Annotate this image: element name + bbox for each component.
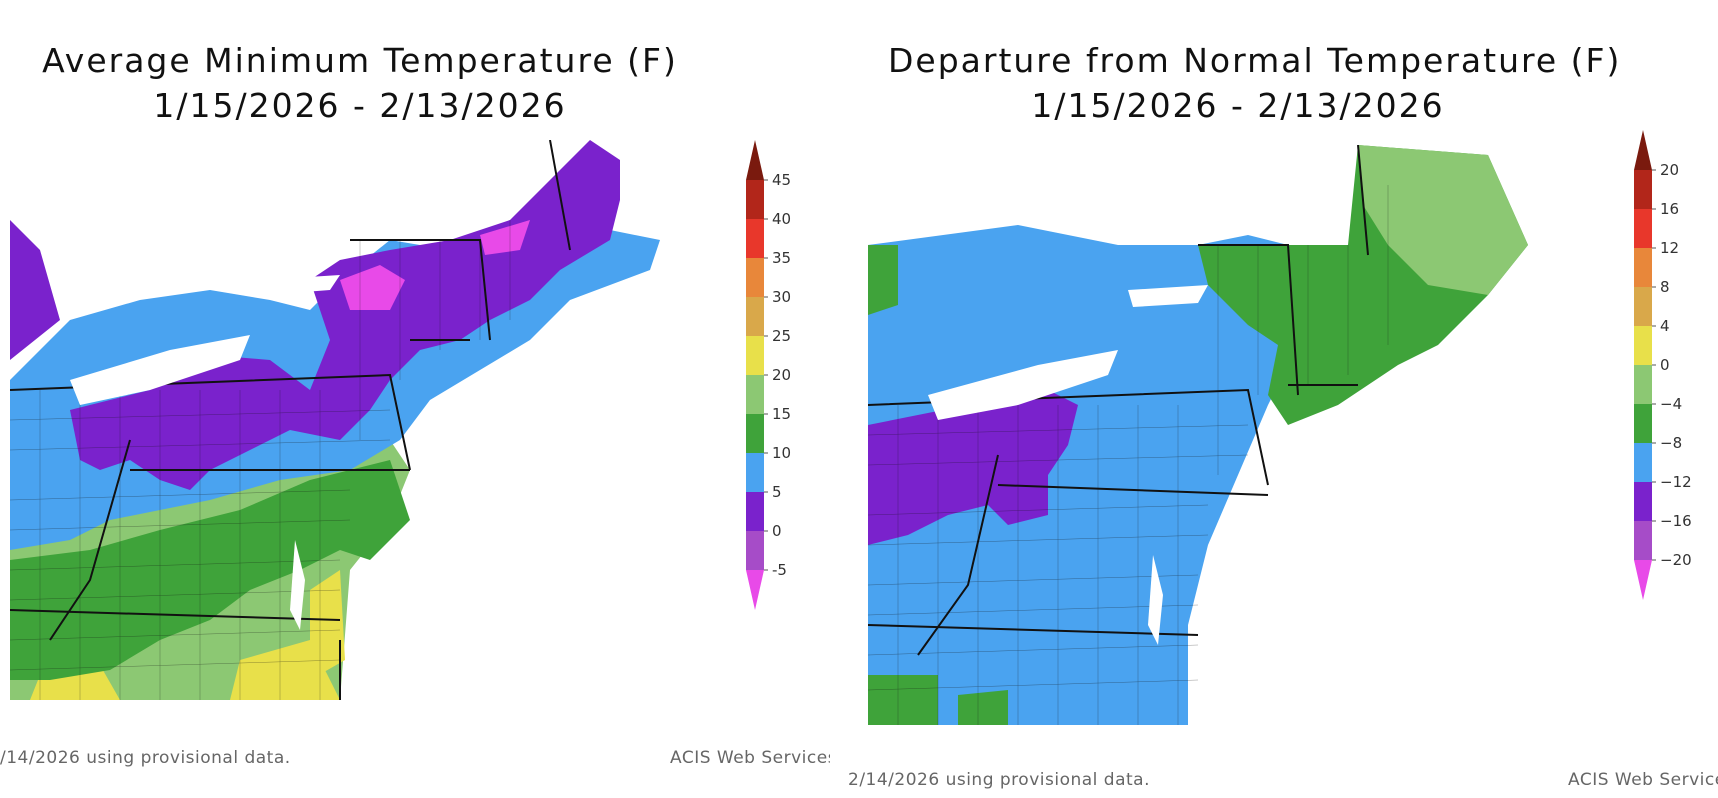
- avg-min-legend-swatch: [746, 453, 764, 492]
- avg-min-legend-tick-label: 15: [772, 405, 791, 423]
- departure-legend-swatch: [1634, 404, 1652, 443]
- departure-legend-swatch: [1634, 521, 1652, 560]
- departure-legend-swatch: [1634, 209, 1652, 248]
- county-boundaries: [10, 220, 511, 700]
- avg-min-legend-top-arrow: [746, 140, 764, 180]
- avg-min-legend-tick-label: 40: [772, 210, 791, 228]
- avg-min-legend-tick-label: 30: [772, 288, 791, 306]
- map-region-magenta-ny: [340, 265, 405, 310]
- lake-erie: [70, 335, 250, 405]
- departure-legend-tick-label: −4: [1660, 395, 1682, 413]
- avg-min-legend-swatch: [746, 258, 764, 297]
- departure-legend-bottom-arrow: [1634, 560, 1652, 600]
- footer-credit: ACIS Web Services: [670, 748, 830, 768]
- departure-legend-tick-label: −16: [1660, 512, 1692, 530]
- avg-min-temp-title: Average Minimum Temperature (F) 1/15/202…: [20, 38, 700, 128]
- departure-legend-swatch: [1634, 443, 1652, 482]
- map-region-yellow-coast: [310, 570, 345, 680]
- departure-legend-top-arrow: [1634, 130, 1652, 170]
- lake-ontario: [260, 275, 340, 295]
- departure-legend-swatch: [1634, 287, 1652, 326]
- avg-min-legend-bottom-arrow: [746, 570, 764, 610]
- avg-min-legend-swatch: [746, 336, 764, 375]
- avg-min-legend-tick-label: 0: [772, 522, 782, 540]
- departure-legend-tick-label: −20: [1660, 551, 1692, 569]
- title-line-2: 1/15/2026 - 2/13/2026: [1031, 86, 1445, 125]
- departure-legend: 20 16 12 8 4 0 −4 −8 −12 −16 −20: [1634, 130, 1692, 600]
- map-region-purple: [10, 140, 620, 490]
- footer-provisional-note: 2/14/2026 using provisional data.: [848, 770, 1150, 790]
- avg-min-legend-tick-label: 20: [772, 366, 791, 384]
- map-region-magenta-me: [480, 220, 530, 255]
- departure-legend-swatch: [1634, 326, 1652, 365]
- departure-legend-swatch: [1634, 170, 1652, 209]
- departure-legend-tick-label: 16: [1660, 200, 1679, 218]
- title-line-1: Departure from Normal Temperature (F): [888, 41, 1622, 80]
- departure-legend-tick-label: 4: [1660, 317, 1670, 335]
- avg-min-legend-tick-label: 10: [772, 444, 791, 462]
- departure-legend-tick-label: 12: [1660, 239, 1679, 257]
- avg-min-legend-tick-label: 35: [772, 249, 791, 267]
- chesapeake-bay: [290, 540, 305, 630]
- departure-map: [868, 145, 1528, 725]
- departure-legend-tick-label: 8: [1660, 278, 1670, 296]
- avg-min-legend-swatch: [746, 180, 764, 219]
- avg-min-legend-swatch: [746, 414, 764, 453]
- departure-legend-tick-label: 20: [1660, 161, 1679, 179]
- county-boundaries: [868, 185, 1389, 725]
- avg-min-legend-tick-label: 25: [772, 327, 791, 345]
- avg-min-legend-tick-label: 45: [772, 171, 791, 189]
- footer-provisional-note: /14/2026 using provisional data.: [0, 748, 291, 768]
- departure-legend-swatch: [1634, 365, 1652, 404]
- avg-min-legend-swatch: [746, 531, 764, 570]
- avg-min-legend-tick-label: 5: [772, 483, 782, 501]
- avg-min-legend-swatch: [746, 219, 764, 258]
- lake-erie: [928, 350, 1118, 420]
- map-region-dark-green: [10, 460, 410, 680]
- avg-min-temp-map: [10, 140, 660, 700]
- departure-legend-tick-label: −12: [1660, 473, 1692, 491]
- chesapeake-bay: [1148, 555, 1163, 645]
- map-region-light-green-me: [1358, 145, 1528, 295]
- departure-legend-swatch: [1634, 248, 1652, 287]
- footer-credit: ACIS Web Services: [1568, 770, 1718, 790]
- map-region-purple: [868, 385, 1078, 545]
- avg-min-legend-swatch: [746, 297, 764, 336]
- departure-legend-tick-label: 0: [1660, 356, 1670, 374]
- departure-panel: Departure from Normal Temperature (F) 1/…: [848, 0, 1718, 798]
- title-line-1: Average Minimum Temperature (F): [42, 41, 678, 80]
- avg-min-temp-panel: Average Minimum Temperature (F) 1/15/202…: [0, 0, 830, 798]
- departure-title: Departure from Normal Temperature (F) 1/…: [888, 38, 1622, 128]
- avg-min-legend-tick-label: -5: [772, 561, 787, 579]
- departure-legend-tick-label: −8: [1660, 434, 1682, 452]
- lake-ontario: [1128, 285, 1208, 307]
- avg-min-legend-swatch: [746, 492, 764, 531]
- title-line-2: 1/15/2026 - 2/13/2026: [153, 86, 567, 125]
- map-region-green-nw: [868, 245, 898, 315]
- avg-min-legend-swatch: [746, 375, 764, 414]
- avg-min-temp-legend: 45 40 35 30 25 20 15 10 5 0 -5: [746, 140, 791, 610]
- departure-legend-swatch: [1634, 482, 1652, 521]
